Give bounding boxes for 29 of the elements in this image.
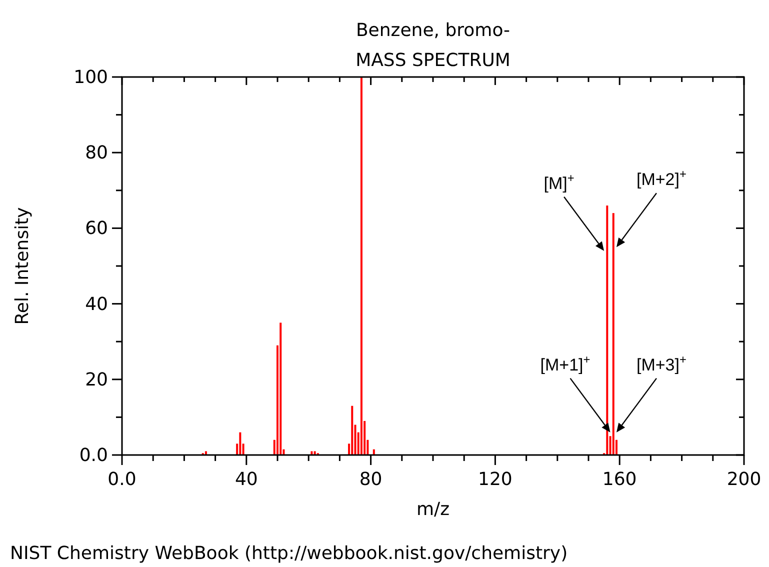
bar (314, 451, 316, 455)
bar (351, 406, 354, 455)
bar (360, 77, 362, 455)
annotation: [M+3]$^{+}$ (636, 352, 687, 374)
annotation: [M+2]$^{+}$ (636, 167, 687, 190)
bar (204, 451, 207, 455)
y-axis-title: Rel. Intensity (12, 206, 33, 325)
y-tick-label: 40 (85, 294, 108, 315)
x-axis-title: m/z (416, 499, 450, 520)
bar (310, 451, 313, 455)
x-tick-label: 80 (359, 469, 382, 490)
text: NIST Chemistry WebBook (http://webbook.nist.gov/chemistry) (10, 543, 568, 564)
y-tick-label: 0.0 (79, 445, 108, 466)
x-tick-label: 120 (478, 469, 512, 490)
bar (280, 322, 282, 455)
bar (612, 213, 614, 455)
y-tick-label: 80 (85, 142, 108, 164)
annotation: [M+1]$^{+}$ (540, 352, 590, 374)
y-tick-label: 60 (85, 218, 108, 240)
x-tick-label: 160 (602, 469, 637, 490)
x-tick-label: 0.0 (108, 469, 136, 490)
bar (239, 432, 242, 455)
chart-subtitle: MASS SPECTRUM (356, 50, 510, 71)
annotation: [M]$^{+}$ (544, 170, 574, 193)
x-tick-label: 200 (726, 469, 762, 490)
chart-title: Benzene, bromo- (356, 20, 510, 41)
y-tick-label: 100 (74, 67, 108, 88)
x-tick-label: 40 (234, 469, 258, 490)
y-tick-label: 20 (85, 369, 108, 390)
